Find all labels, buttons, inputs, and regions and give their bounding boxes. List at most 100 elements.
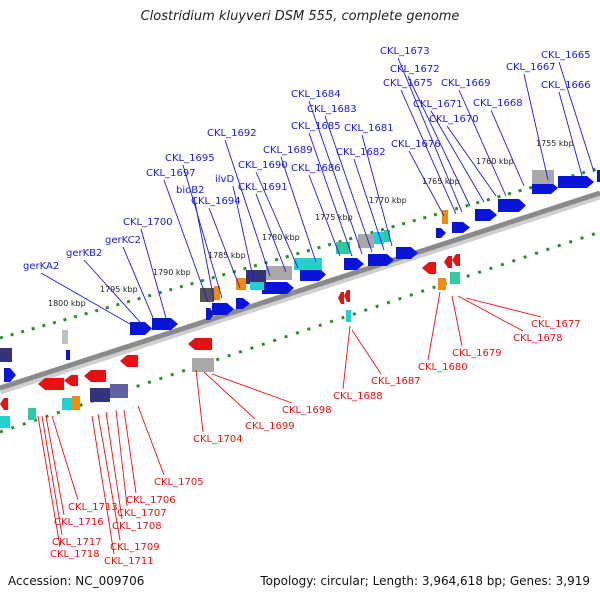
forward-cds bbox=[262, 282, 294, 294]
forward-gene-label[interactable]: CKL_1675 bbox=[383, 78, 433, 89]
reverse-gene-label[interactable]: CKL_1699 bbox=[245, 421, 295, 432]
forward-leader-line bbox=[40, 272, 131, 325]
outer-tick-ring bbox=[0, 166, 600, 340]
reverse-cds bbox=[84, 370, 106, 382]
forward-gene-label[interactable]: CKL_1669 bbox=[441, 78, 491, 89]
reverse-gene-label[interactable]: CKL_1711 bbox=[104, 556, 154, 567]
tick-label: 1775 kbp bbox=[315, 213, 353, 222]
forward-gene-label[interactable]: CKL_1676 bbox=[391, 139, 441, 150]
reverse-cds bbox=[0, 398, 8, 410]
reverse-gene-label[interactable]: CKL_1706 bbox=[126, 495, 176, 506]
reverse-gene-label[interactable]: CKL_1717 bbox=[52, 537, 102, 548]
forward-leader-line bbox=[232, 185, 255, 283]
forward-gene-label[interactable]: CKL_1689 bbox=[263, 145, 313, 156]
forward-cds bbox=[475, 209, 497, 221]
forward-gene-label[interactable]: CKL_1685 bbox=[291, 121, 341, 132]
tick-label: 1755 kbp bbox=[536, 139, 574, 148]
topology-text: Topology: circular; Length: 3,964,618 bp… bbox=[260, 574, 590, 588]
forward-leader-line bbox=[140, 228, 167, 319]
reverse-gene-label[interactable]: CKL_1704 bbox=[193, 434, 243, 445]
label-lines bbox=[37, 57, 595, 555]
cyan-feature bbox=[0, 416, 10, 428]
forward-leader-line bbox=[430, 110, 485, 203]
reverse-gene-label[interactable]: CKL_1718 bbox=[50, 549, 100, 560]
forward-gene-label[interactable]: CKL_1667 bbox=[506, 62, 556, 73]
forward-gene-label[interactable]: CKL_1666 bbox=[541, 80, 591, 91]
forward-leader-line bbox=[182, 164, 223, 299]
reverse-gene-label[interactable]: CKL_1679 bbox=[452, 348, 502, 359]
reverse-gene-label[interactable]: CKL_1678 bbox=[513, 333, 563, 344]
reverse-gene-label[interactable]: CKL_1705 bbox=[154, 477, 204, 488]
forward-gene-label[interactable]: CKL_1672 bbox=[390, 64, 440, 75]
genome-backbone bbox=[0, 190, 600, 391]
forward-leader-line bbox=[400, 89, 457, 215]
forward-gene-label[interactable]: CKL_1700 bbox=[123, 217, 173, 228]
reverse-leader-line bbox=[51, 415, 79, 501]
forward-gene-label[interactable]: CKL_1681 bbox=[344, 123, 394, 134]
reverse-gene-label[interactable]: CKL_1709 bbox=[110, 542, 160, 553]
forward-gene-label[interactable]: CKL_1692 bbox=[207, 128, 257, 139]
forward-cds bbox=[558, 176, 594, 188]
forward-gene-label[interactable]: CKL_1695 bbox=[165, 153, 215, 164]
forward-gene-label[interactable]: CKL_1665 bbox=[541, 50, 591, 61]
forward-cds bbox=[212, 303, 234, 315]
forward-cds bbox=[597, 170, 600, 182]
forward-cds bbox=[396, 247, 418, 259]
forward-gene-label[interactable]: CKL_1691 bbox=[238, 182, 288, 193]
orange-feature bbox=[72, 396, 80, 410]
forward-gene-label[interactable]: ilvD bbox=[215, 174, 234, 185]
forward-leader-line bbox=[308, 100, 363, 255]
reverse-leader-line bbox=[97, 413, 121, 541]
forward-cds bbox=[344, 258, 364, 270]
forward-cds bbox=[4, 368, 16, 382]
tick-label: 1800 kbp bbox=[48, 299, 86, 308]
reverse-leader-line bbox=[105, 411, 123, 520]
reverse-gene-label[interactable]: CKL_1687 bbox=[371, 376, 421, 387]
forward-gene-label[interactable]: CKL_1673 bbox=[380, 46, 430, 57]
reverse-leader-line bbox=[451, 295, 463, 347]
forward-gene-label[interactable]: bioB2 bbox=[176, 185, 204, 196]
forward-cds bbox=[368, 254, 394, 266]
dark-feature bbox=[200, 288, 214, 302]
forward-gene-label[interactable]: gerKB2 bbox=[66, 248, 102, 259]
reverse-cds bbox=[422, 262, 436, 274]
forward-gene-label[interactable]: CKL_1694 bbox=[191, 196, 241, 207]
forward-gene-label[interactable]: CKL_1686 bbox=[291, 163, 341, 174]
tick-labels: 1755 kbp 1760 kbp 1765 kbp 1770 kbp 1775 kbp… bbox=[48, 139, 574, 308]
grey-feature bbox=[532, 170, 554, 184]
cyan-feature bbox=[346, 310, 351, 322]
cyan-feature bbox=[374, 232, 384, 244]
tick-label: 1770 kbp bbox=[369, 196, 407, 205]
forward-gene-label[interactable]: CKL_1683 bbox=[307, 104, 357, 115]
forward-leader-line bbox=[490, 109, 525, 187]
forward-cds bbox=[152, 318, 178, 330]
reverse-leader-line bbox=[465, 297, 542, 318]
reverse-gene-label[interactable]: CKL_1713 bbox=[68, 502, 118, 513]
reverse-gene-label[interactable]: CKL_1680 bbox=[418, 362, 468, 373]
forward-leader-line bbox=[361, 134, 393, 247]
reverse-gene-label[interactable]: CKL_1708 bbox=[112, 521, 162, 532]
forward-gene-label[interactable]: CKL_1682 bbox=[336, 147, 386, 158]
reverse-gene-label[interactable]: CKL_1677 bbox=[531, 319, 581, 330]
forward-leader-line bbox=[408, 150, 445, 217]
forward-gene-label[interactable]: CKL_1684 bbox=[291, 89, 341, 100]
forward-gene-label[interactable]: CKL_1690 bbox=[238, 160, 288, 171]
forward-gene-label[interactable]: gerKC2 bbox=[105, 235, 141, 246]
accession-text: Accession: NC_009706 bbox=[8, 574, 145, 588]
cyan-feature bbox=[250, 282, 264, 290]
forward-gene-label[interactable]: CKL_1697 bbox=[146, 168, 196, 179]
forward-gene-label[interactable]: CKL_1670 bbox=[429, 114, 479, 125]
forward-cds bbox=[498, 199, 526, 212]
forward-gene-label[interactable]: CKL_1671 bbox=[413, 99, 463, 110]
reverse-gene-label[interactable]: CKL_1698 bbox=[282, 405, 332, 416]
reverse-gene-label[interactable]: CKL_1716 bbox=[54, 517, 104, 528]
reverse-leader-line bbox=[45, 415, 65, 516]
forward-gene-label[interactable]: CKL_1668 bbox=[473, 98, 523, 109]
reverse-cds bbox=[344, 290, 350, 302]
reverse-gene-label[interactable]: CKL_1707 bbox=[117, 508, 167, 519]
reverse-gene-label[interactable]: CKL_1688 bbox=[333, 391, 383, 402]
forward-leader-line bbox=[163, 179, 209, 303]
forward-gene-label[interactable]: gerKA2 bbox=[23, 261, 59, 272]
forward-leader-line bbox=[397, 57, 463, 213]
